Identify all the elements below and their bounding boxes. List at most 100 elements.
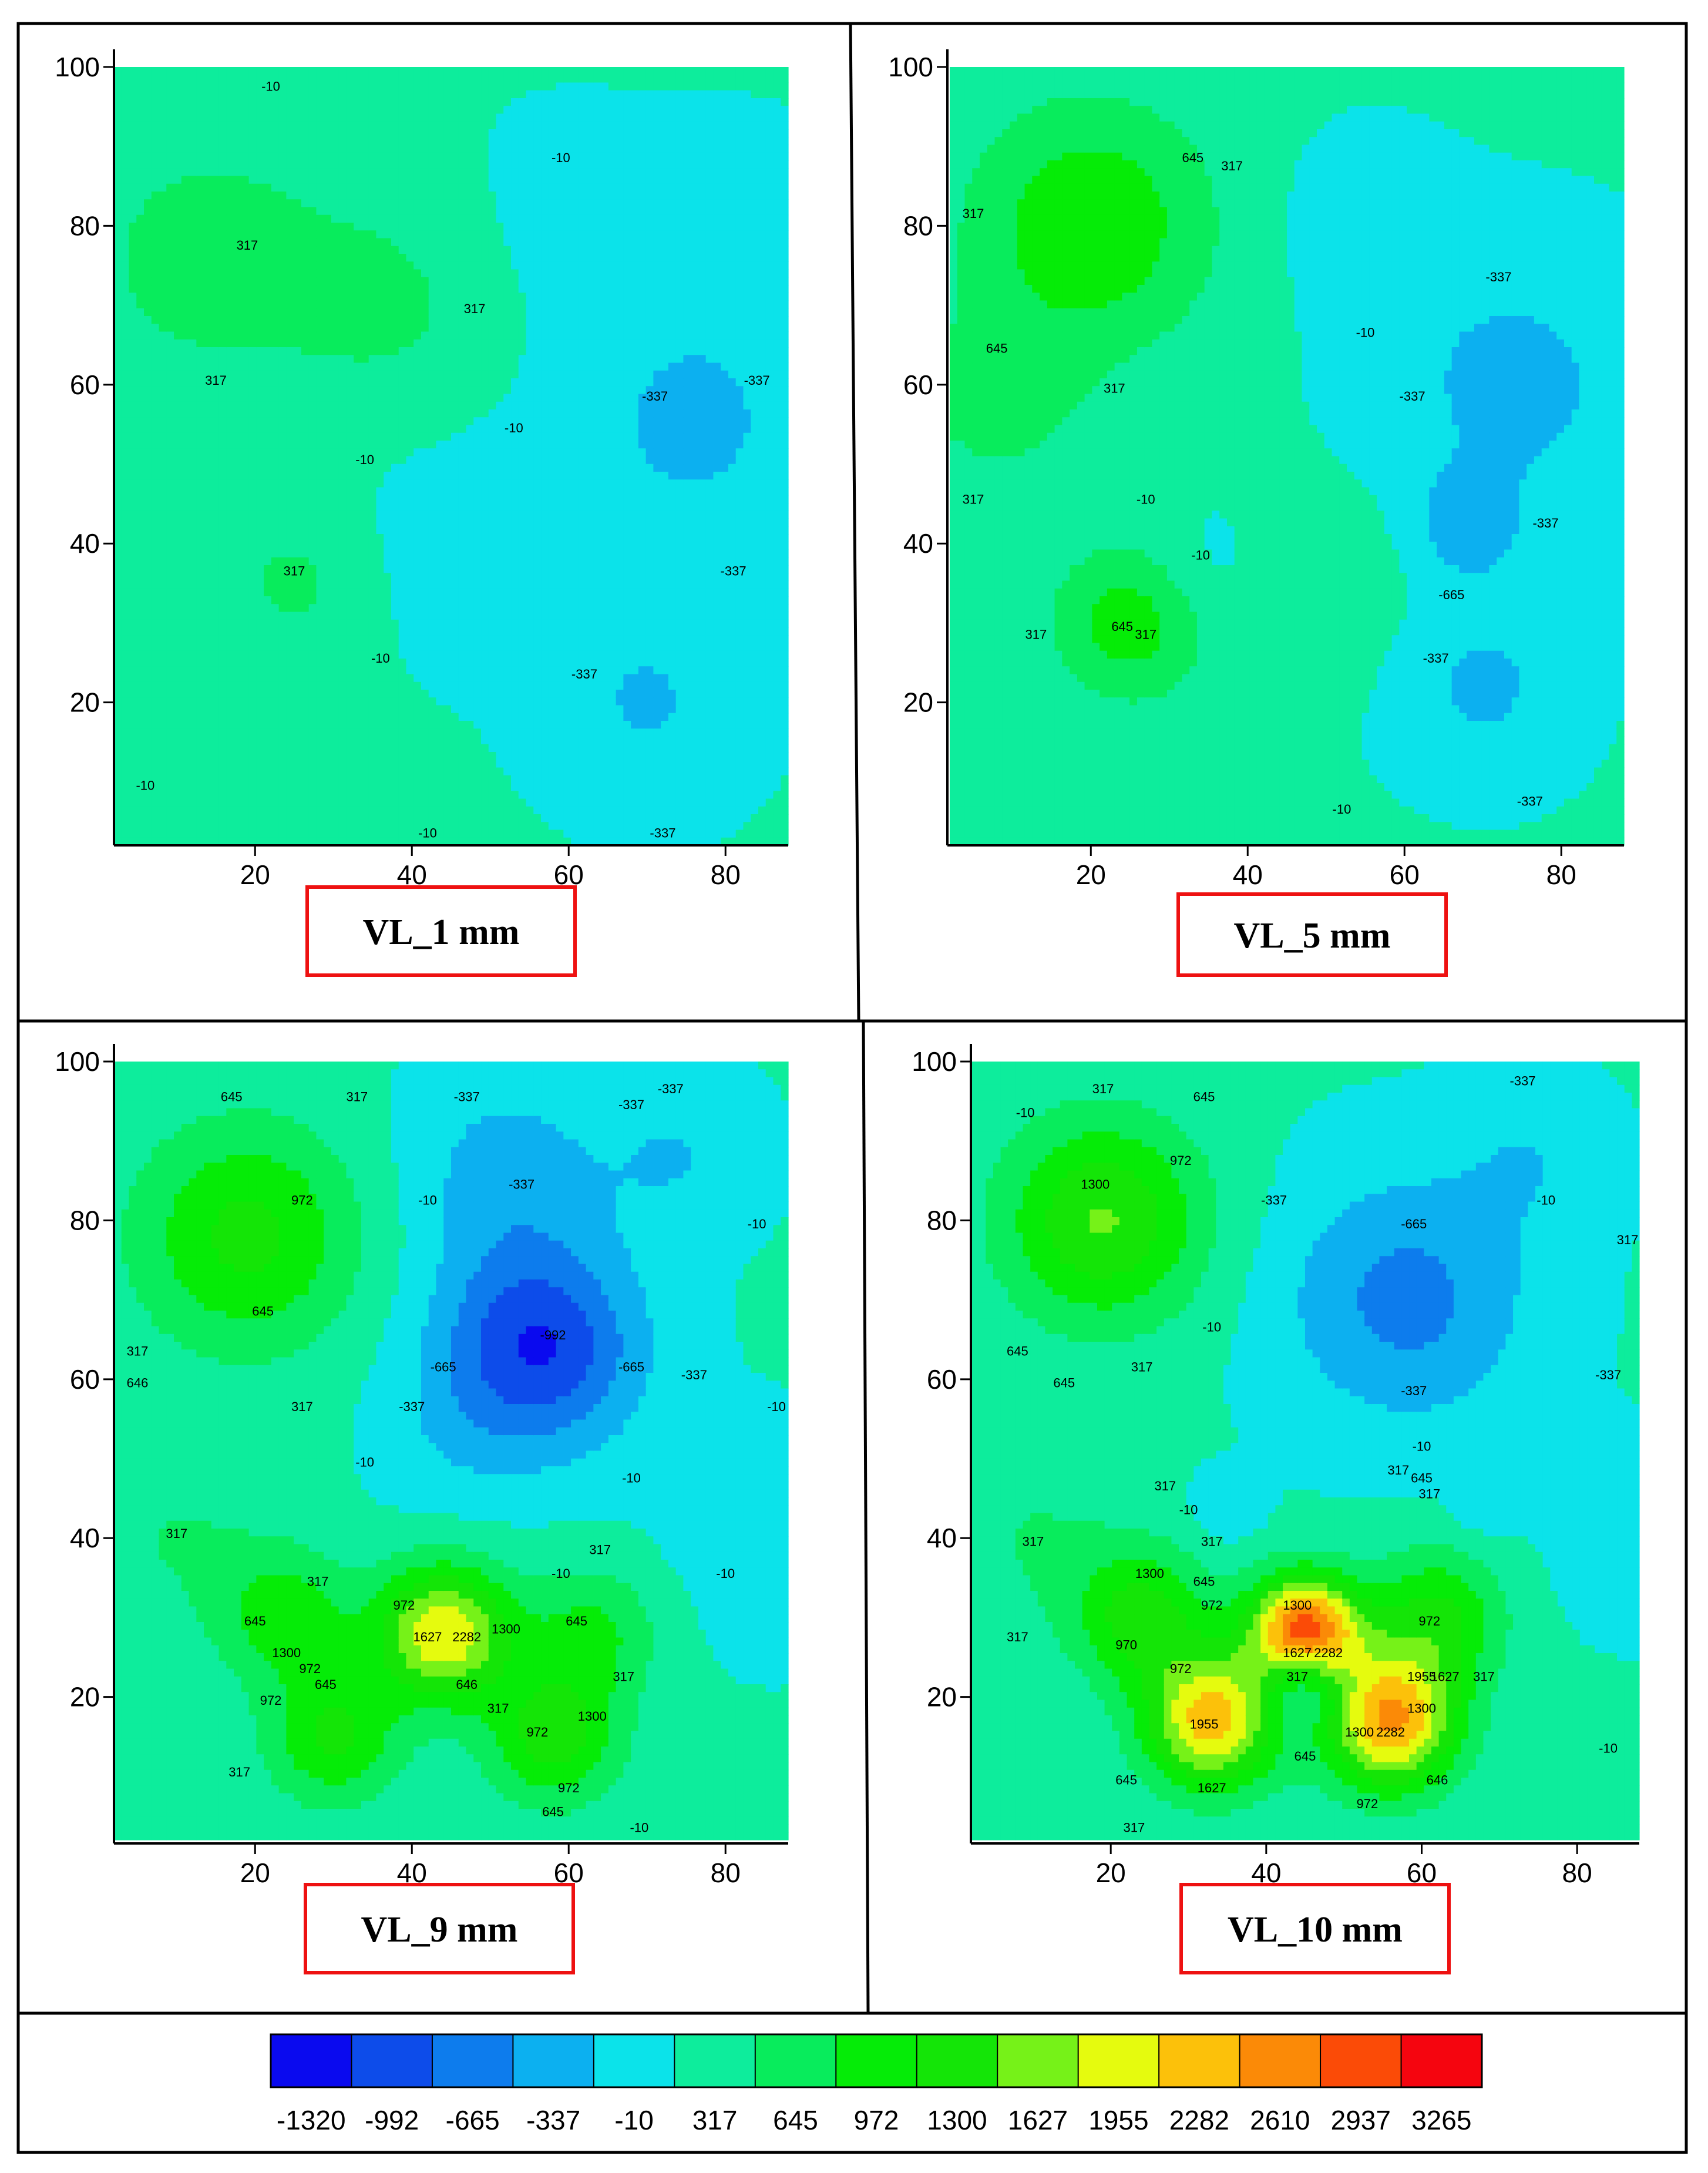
heatmap-cell xyxy=(152,75,159,83)
heatmap-cell xyxy=(294,355,301,363)
heatmap-cell xyxy=(331,627,339,636)
heatmap-cell xyxy=(309,830,317,838)
heatmap-cell xyxy=(152,371,159,379)
heatmap-cell xyxy=(129,479,137,488)
heatmap-cell xyxy=(369,783,376,791)
heatmap-cell xyxy=(159,822,167,830)
heatmap-cell xyxy=(361,417,369,425)
heatmap-cell xyxy=(279,254,287,262)
heatmap-cell xyxy=(196,316,204,324)
heatmap-cell xyxy=(241,332,249,340)
heatmap-cell xyxy=(122,363,129,371)
heatmap-cell xyxy=(279,713,287,721)
heatmap-cell xyxy=(122,207,129,216)
heatmap-cell xyxy=(152,721,159,729)
heatmap-cell xyxy=(122,347,129,355)
heatmap-cell xyxy=(286,706,294,714)
heatmap-cell xyxy=(361,192,369,200)
heatmap-cell xyxy=(159,114,167,122)
heatmap-cell xyxy=(166,254,174,262)
heatmap-cell xyxy=(286,184,294,192)
heatmap-cell xyxy=(339,666,347,674)
heatmap-cell xyxy=(369,526,376,535)
heatmap-cell xyxy=(181,651,189,659)
heatmap-cell xyxy=(361,573,369,581)
heatmap-cell xyxy=(211,324,219,332)
heatmap-cell xyxy=(122,651,129,659)
heatmap-cell xyxy=(316,728,324,737)
heatmap-cell xyxy=(369,728,376,737)
heatmap-cell xyxy=(249,706,257,714)
heatmap-cell xyxy=(324,830,331,838)
heatmap-cell xyxy=(331,239,339,247)
heatmap-cell xyxy=(264,775,271,784)
heatmap-cell xyxy=(159,534,167,542)
heatmap-cell xyxy=(324,519,331,527)
heatmap-cell xyxy=(136,612,144,620)
heatmap-cell xyxy=(211,791,219,799)
heatmap-cell xyxy=(369,744,376,753)
heatmap-cell xyxy=(174,643,181,651)
heatmap-cell xyxy=(369,246,376,254)
heatmap-cell xyxy=(264,620,271,628)
heatmap-cell xyxy=(114,378,122,387)
heatmap-cell xyxy=(144,697,152,706)
heatmap-cell xyxy=(279,129,287,137)
heatmap-cell xyxy=(346,534,354,542)
heatmap-cell xyxy=(324,199,331,207)
heatmap-cell xyxy=(166,565,174,573)
heatmap-cell xyxy=(159,425,167,434)
heatmap-cell xyxy=(324,215,331,223)
heatmap-cell xyxy=(256,285,264,293)
heatmap-cell xyxy=(211,799,219,807)
heatmap-cell xyxy=(256,261,264,270)
heatmap-cell xyxy=(294,363,301,371)
heatmap-cell xyxy=(331,153,339,161)
heatmap-cell xyxy=(226,176,234,184)
heatmap-cell xyxy=(369,542,376,550)
heatmap-cell xyxy=(354,160,361,169)
heatmap-cell xyxy=(196,768,204,776)
heatmap-cell xyxy=(346,589,354,597)
heatmap-cell xyxy=(152,425,159,434)
heatmap-cell xyxy=(122,192,129,200)
heatmap-cell xyxy=(122,589,129,597)
heatmap-cell xyxy=(166,643,174,651)
heatmap-cell xyxy=(129,814,137,822)
heatmap-cell xyxy=(174,534,181,542)
heatmap-cell xyxy=(114,488,122,496)
heatmap-cell xyxy=(271,674,279,683)
heatmap-cell xyxy=(331,822,339,830)
heatmap-cell xyxy=(346,666,354,674)
heatmap-cell xyxy=(219,674,227,683)
heatmap-cell xyxy=(189,90,197,99)
heatmap-cell xyxy=(294,651,301,659)
heatmap-cell xyxy=(129,596,137,604)
heatmap-cell xyxy=(174,90,181,99)
heatmap-cell xyxy=(331,814,339,822)
heatmap-cell xyxy=(234,378,241,387)
heatmap-cell xyxy=(279,301,287,309)
heatmap-cell xyxy=(189,768,197,776)
heatmap-cell xyxy=(122,550,129,558)
heatmap-cell xyxy=(114,75,122,83)
heatmap-cell xyxy=(249,775,257,784)
heatmap-cell xyxy=(144,199,152,207)
heatmap-cell xyxy=(129,254,137,262)
heatmap-cell xyxy=(159,67,167,75)
heatmap-cell xyxy=(159,737,167,745)
heatmap-cell xyxy=(354,596,361,604)
heatmap-cell xyxy=(294,402,301,410)
heatmap-cell xyxy=(331,495,339,503)
heatmap-cell xyxy=(122,83,129,91)
heatmap-cell xyxy=(204,620,211,628)
heatmap-cell xyxy=(181,697,189,706)
heatmap-cell xyxy=(369,160,376,169)
heatmap-cell xyxy=(114,355,122,363)
heatmap-cell xyxy=(129,612,137,620)
heatmap-cell xyxy=(211,145,219,153)
heatmap-cell xyxy=(309,799,317,807)
heatmap-cell xyxy=(226,192,234,200)
heatmap-cell xyxy=(339,129,347,137)
heatmap-cell xyxy=(241,534,249,542)
